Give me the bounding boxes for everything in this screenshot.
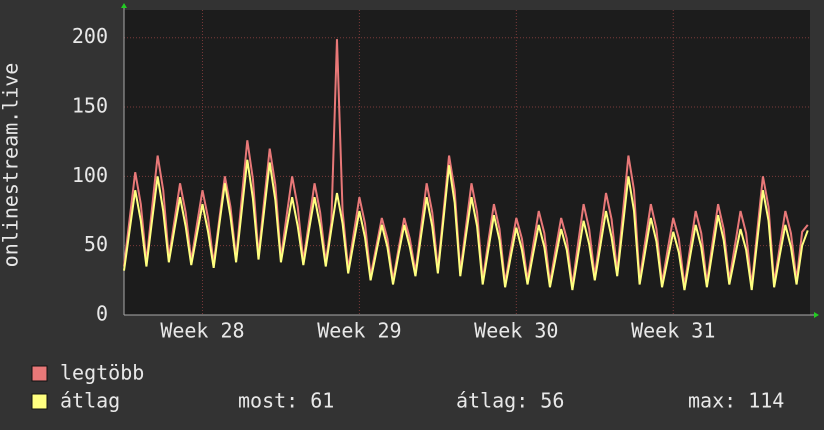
y-tick-label: 200 [72,24,108,48]
x-tick-label: Week 30 [474,319,558,343]
legend-label: legtöbb [60,361,144,385]
y-tick-label: 50 [84,232,108,256]
legend-stat: max: 114 [688,389,784,413]
legend-swatch [31,365,48,382]
y-axis-label: onlinestream.live [0,63,23,268]
y-tick-label: 150 [72,94,108,118]
x-tick-label: Week 31 [631,319,715,343]
axis-arrow [814,312,819,318]
x-tick-label: Week 29 [317,319,401,343]
x-tick-label: Week 28 [160,319,244,343]
y-tick-label: 100 [72,163,108,187]
legend-stat: átlag: 56 [456,389,564,413]
axis-arrow [121,3,127,8]
plot-area [124,10,810,315]
legend-swatch [31,393,48,410]
y-tick-label: 0 [96,302,108,326]
legend: legtöbb átlag most: 61 átlag: 56 max: 114 [31,361,784,413]
series-line [123,159,809,291]
legend-stat: most: 61 [238,389,334,413]
legend-label: átlag [60,389,120,413]
